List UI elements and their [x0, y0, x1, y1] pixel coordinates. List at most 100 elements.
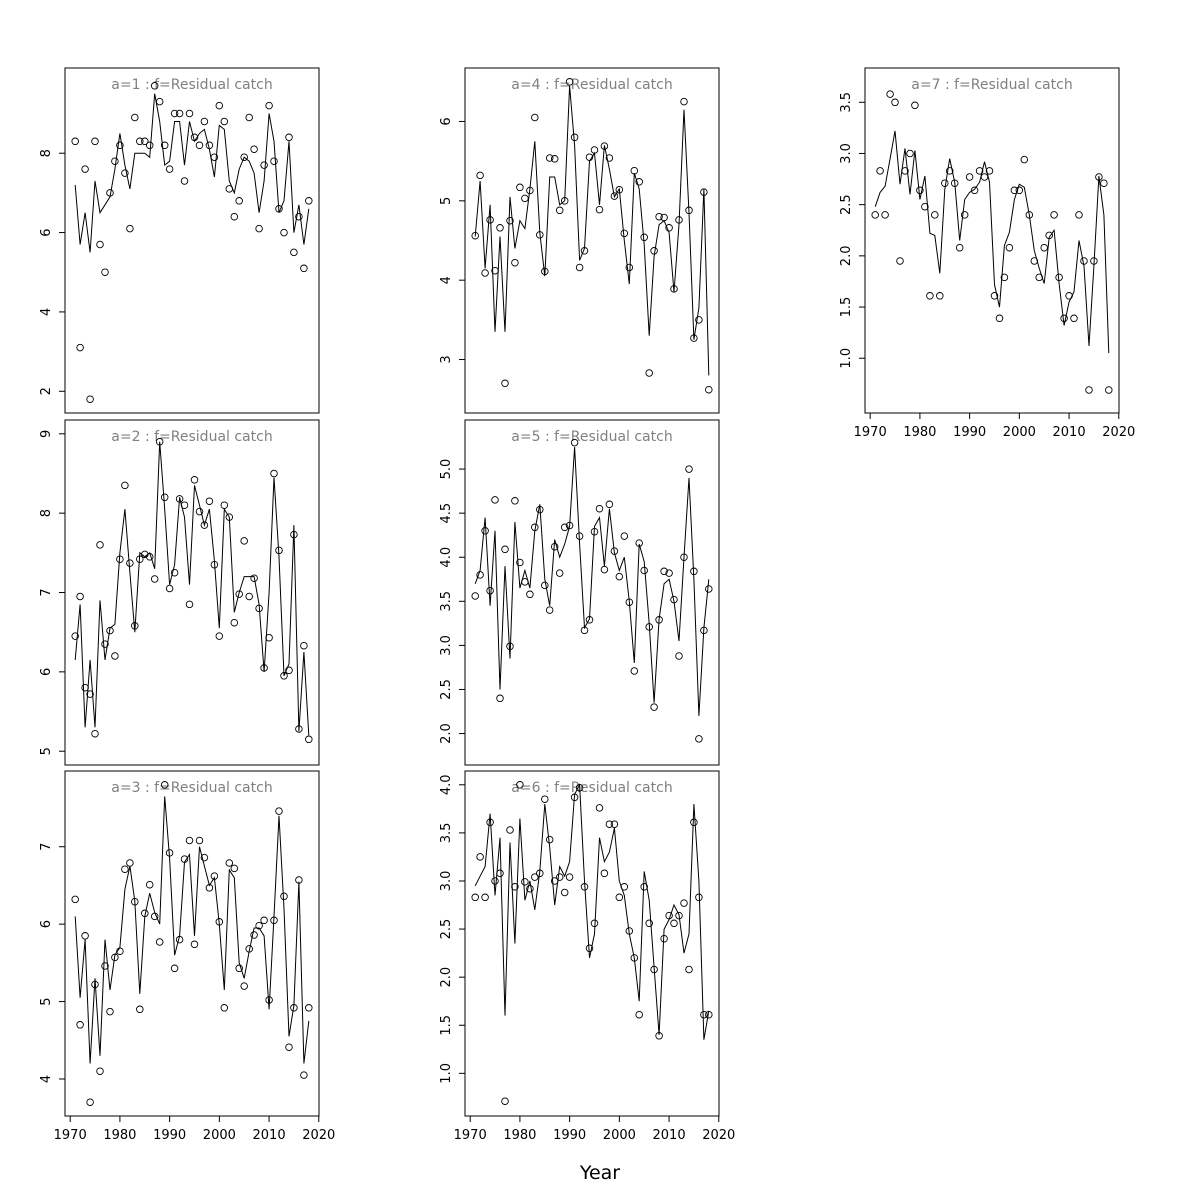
observed-point: [245, 945, 253, 953]
observed-point: [225, 185, 234, 193]
observed-point: [96, 541, 104, 549]
observed-point: [501, 379, 509, 388]
y-tick-label: 3.5: [439, 591, 454, 612]
observed-point: [481, 527, 489, 535]
observed-point: [471, 592, 479, 600]
observed-point: [230, 212, 239, 221]
observed-point: [670, 595, 678, 604]
observed-point: [255, 921, 263, 930]
y-tick-label: 2: [39, 387, 54, 395]
observed-point: [685, 465, 693, 473]
observed-point: [680, 899, 688, 907]
observed-point: [635, 178, 643, 186]
observed-point: [516, 781, 524, 789]
observed-point: [126, 559, 134, 567]
y-tick-label: 5: [39, 997, 54, 1005]
observed-point: [1085, 386, 1093, 394]
panel-1: a=1 : f=Residual catch 2 4 6 8: [39, 67, 320, 414]
observed-point: [71, 137, 79, 146]
x-tick-label: 2000: [1003, 425, 1036, 440]
observed-point: [190, 940, 199, 949]
observed-point: [545, 154, 554, 162]
observed-point: [526, 186, 534, 195]
observed-point: [481, 893, 489, 902]
observed-point: [695, 316, 703, 324]
x-tick-label: 1990: [553, 1128, 586, 1143]
y-tick-label: 3.5: [839, 92, 854, 113]
observed-point: [305, 735, 313, 744]
observed-point: [565, 78, 574, 86]
observed-point: [131, 113, 139, 122]
x-tick-label: 1980: [103, 1128, 136, 1143]
observed-point: [960, 211, 969, 219]
observed-point: [305, 1004, 313, 1012]
observed-point: [585, 616, 594, 624]
observed-point: [136, 1005, 144, 1014]
observed-point: [220, 501, 229, 509]
observed-point: [106, 189, 114, 197]
observed-point: [1075, 211, 1083, 219]
observed-point: [170, 568, 179, 577]
observed-point: [630, 166, 639, 175]
y-tick-label: 9: [39, 430, 54, 438]
observed-point: [531, 113, 539, 122]
observed-point: [96, 240, 104, 249]
observed-point: [541, 795, 549, 803]
y-tick-label: 3: [439, 355, 454, 363]
observed-point: [290, 248, 298, 257]
observed-point: [481, 269, 489, 277]
observed-point: [205, 497, 214, 505]
observed-point: [121, 481, 129, 490]
observed-point: [970, 186, 979, 195]
observed-point: [560, 197, 569, 205]
y-tick-label: 6: [439, 117, 454, 125]
y-tick-label: 2.0: [839, 246, 854, 267]
observed-point: [690, 334, 698, 342]
panel-title: a=4 : f=Residual catch: [511, 77, 672, 93]
observed-point: [506, 826, 514, 834]
observed-point: [590, 146, 599, 154]
plot-frame: [464, 419, 720, 766]
observed-point: [265, 996, 273, 1004]
panel-title: a=1 : f=Residual catch: [111, 77, 272, 93]
observed-point: [685, 206, 693, 215]
observed-point: [675, 216, 683, 224]
fitted-line: [474, 782, 710, 1040]
y-tick-label: 1.0: [439, 1063, 454, 1084]
observed-point: [210, 560, 219, 569]
observed-point: [570, 133, 579, 142]
y-tick-label: 5: [439, 197, 454, 205]
observed-point: [215, 101, 224, 110]
observed-point: [111, 157, 119, 165]
x-tick-label: 1970: [454, 1128, 487, 1143]
observed-point: [625, 927, 634, 935]
plot-frame: [464, 770, 720, 1117]
y-tick-label: 8: [39, 149, 54, 157]
y-tick-label: 8: [39, 509, 54, 517]
observed-point: [575, 263, 584, 272]
observed-point: [1060, 314, 1068, 323]
observed-point: [620, 883, 629, 891]
observed-point: [295, 212, 303, 221]
observed-point: [886, 90, 894, 98]
x-tick-label: 2010: [1053, 425, 1086, 440]
observed-point: [121, 169, 129, 177]
y-tick-label: 5.0: [439, 459, 454, 480]
observed-point: [645, 919, 653, 928]
observed-point: [625, 598, 634, 606]
observed-point: [175, 495, 184, 503]
observed-point: [285, 666, 293, 675]
x-axis-title: Year: [579, 1162, 620, 1184]
y-tick-label: 3.0: [439, 635, 454, 656]
y-tick-label: 6: [39, 668, 54, 676]
observed-point: [1095, 173, 1103, 181]
observed-point: [270, 157, 278, 165]
x-tick-label: 2000: [603, 1128, 636, 1143]
observed-point: [270, 469, 278, 478]
observed-point: [496, 224, 504, 232]
observed-point: [660, 934, 668, 943]
observed-point: [570, 438, 579, 447]
observed-point: [295, 876, 303, 884]
observed-point: [926, 292, 934, 300]
observed-point: [660, 213, 668, 222]
